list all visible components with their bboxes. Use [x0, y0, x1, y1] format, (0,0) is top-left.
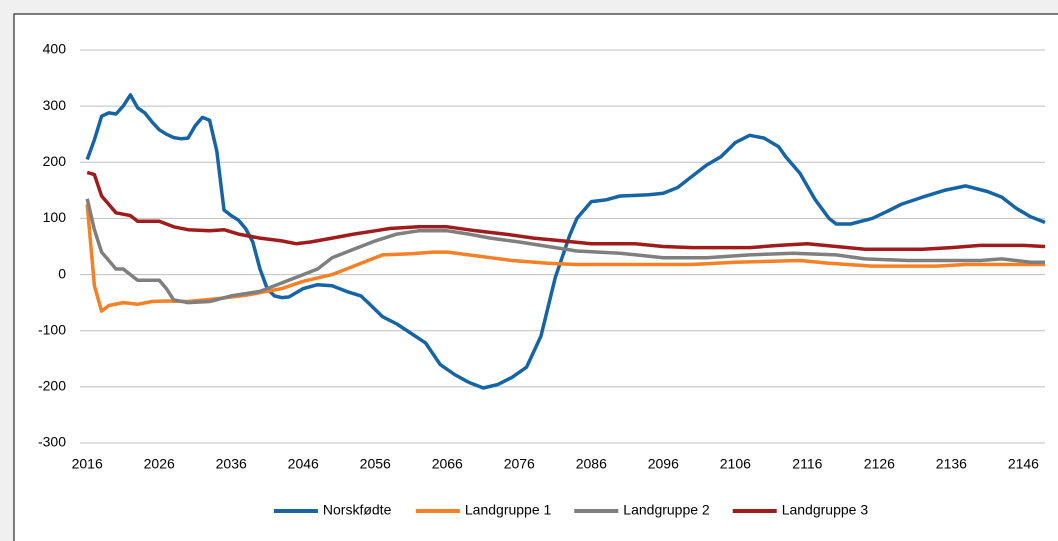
legend-label: Landgruppe 3 [782, 502, 869, 518]
legend-label: Landgruppe 2 [623, 502, 710, 518]
x-tick-label: 2036 [216, 456, 247, 472]
y-tick-label: -200 [38, 378, 66, 394]
x-tick-label: 2026 [144, 456, 175, 472]
x-tick-label: 2086 [576, 456, 607, 472]
series-line [86, 170, 1046, 252]
x-tick-label: 2106 [720, 456, 751, 472]
series-line [85, 204, 1045, 313]
y-tick-label: 400 [43, 41, 67, 57]
x-tick-label: 2116 [792, 456, 822, 472]
y-tick-label: 200 [43, 153, 67, 169]
x-tick-label: 2076 [504, 456, 535, 472]
x-tick-label: 2046 [288, 456, 319, 472]
x-tick-label: 2016 [72, 456, 103, 472]
x-tick-label: 2056 [360, 456, 391, 472]
y-tick-label: 300 [43, 97, 67, 113]
y-tick-label: -100 [38, 321, 66, 337]
legend-label: Landgruppe 1 [465, 502, 552, 518]
x-tick-label: 2066 [432, 456, 463, 472]
y-tick-label: 100 [43, 209, 67, 225]
series-line [85, 93, 1046, 390]
x-tick-label: 2136 [936, 456, 967, 472]
x-tick-label: 2126 [864, 456, 895, 472]
series-line [85, 198, 1045, 305]
x-tick-label: 2096 [648, 456, 679, 472]
chart-frame [13, 13, 1058, 541]
y-tick-label: 0 [58, 265, 66, 281]
x-tick-label: 2146 [1008, 456, 1039, 472]
legend-label: Norskfødte [323, 502, 392, 518]
y-tick-label: -300 [38, 434, 66, 450]
